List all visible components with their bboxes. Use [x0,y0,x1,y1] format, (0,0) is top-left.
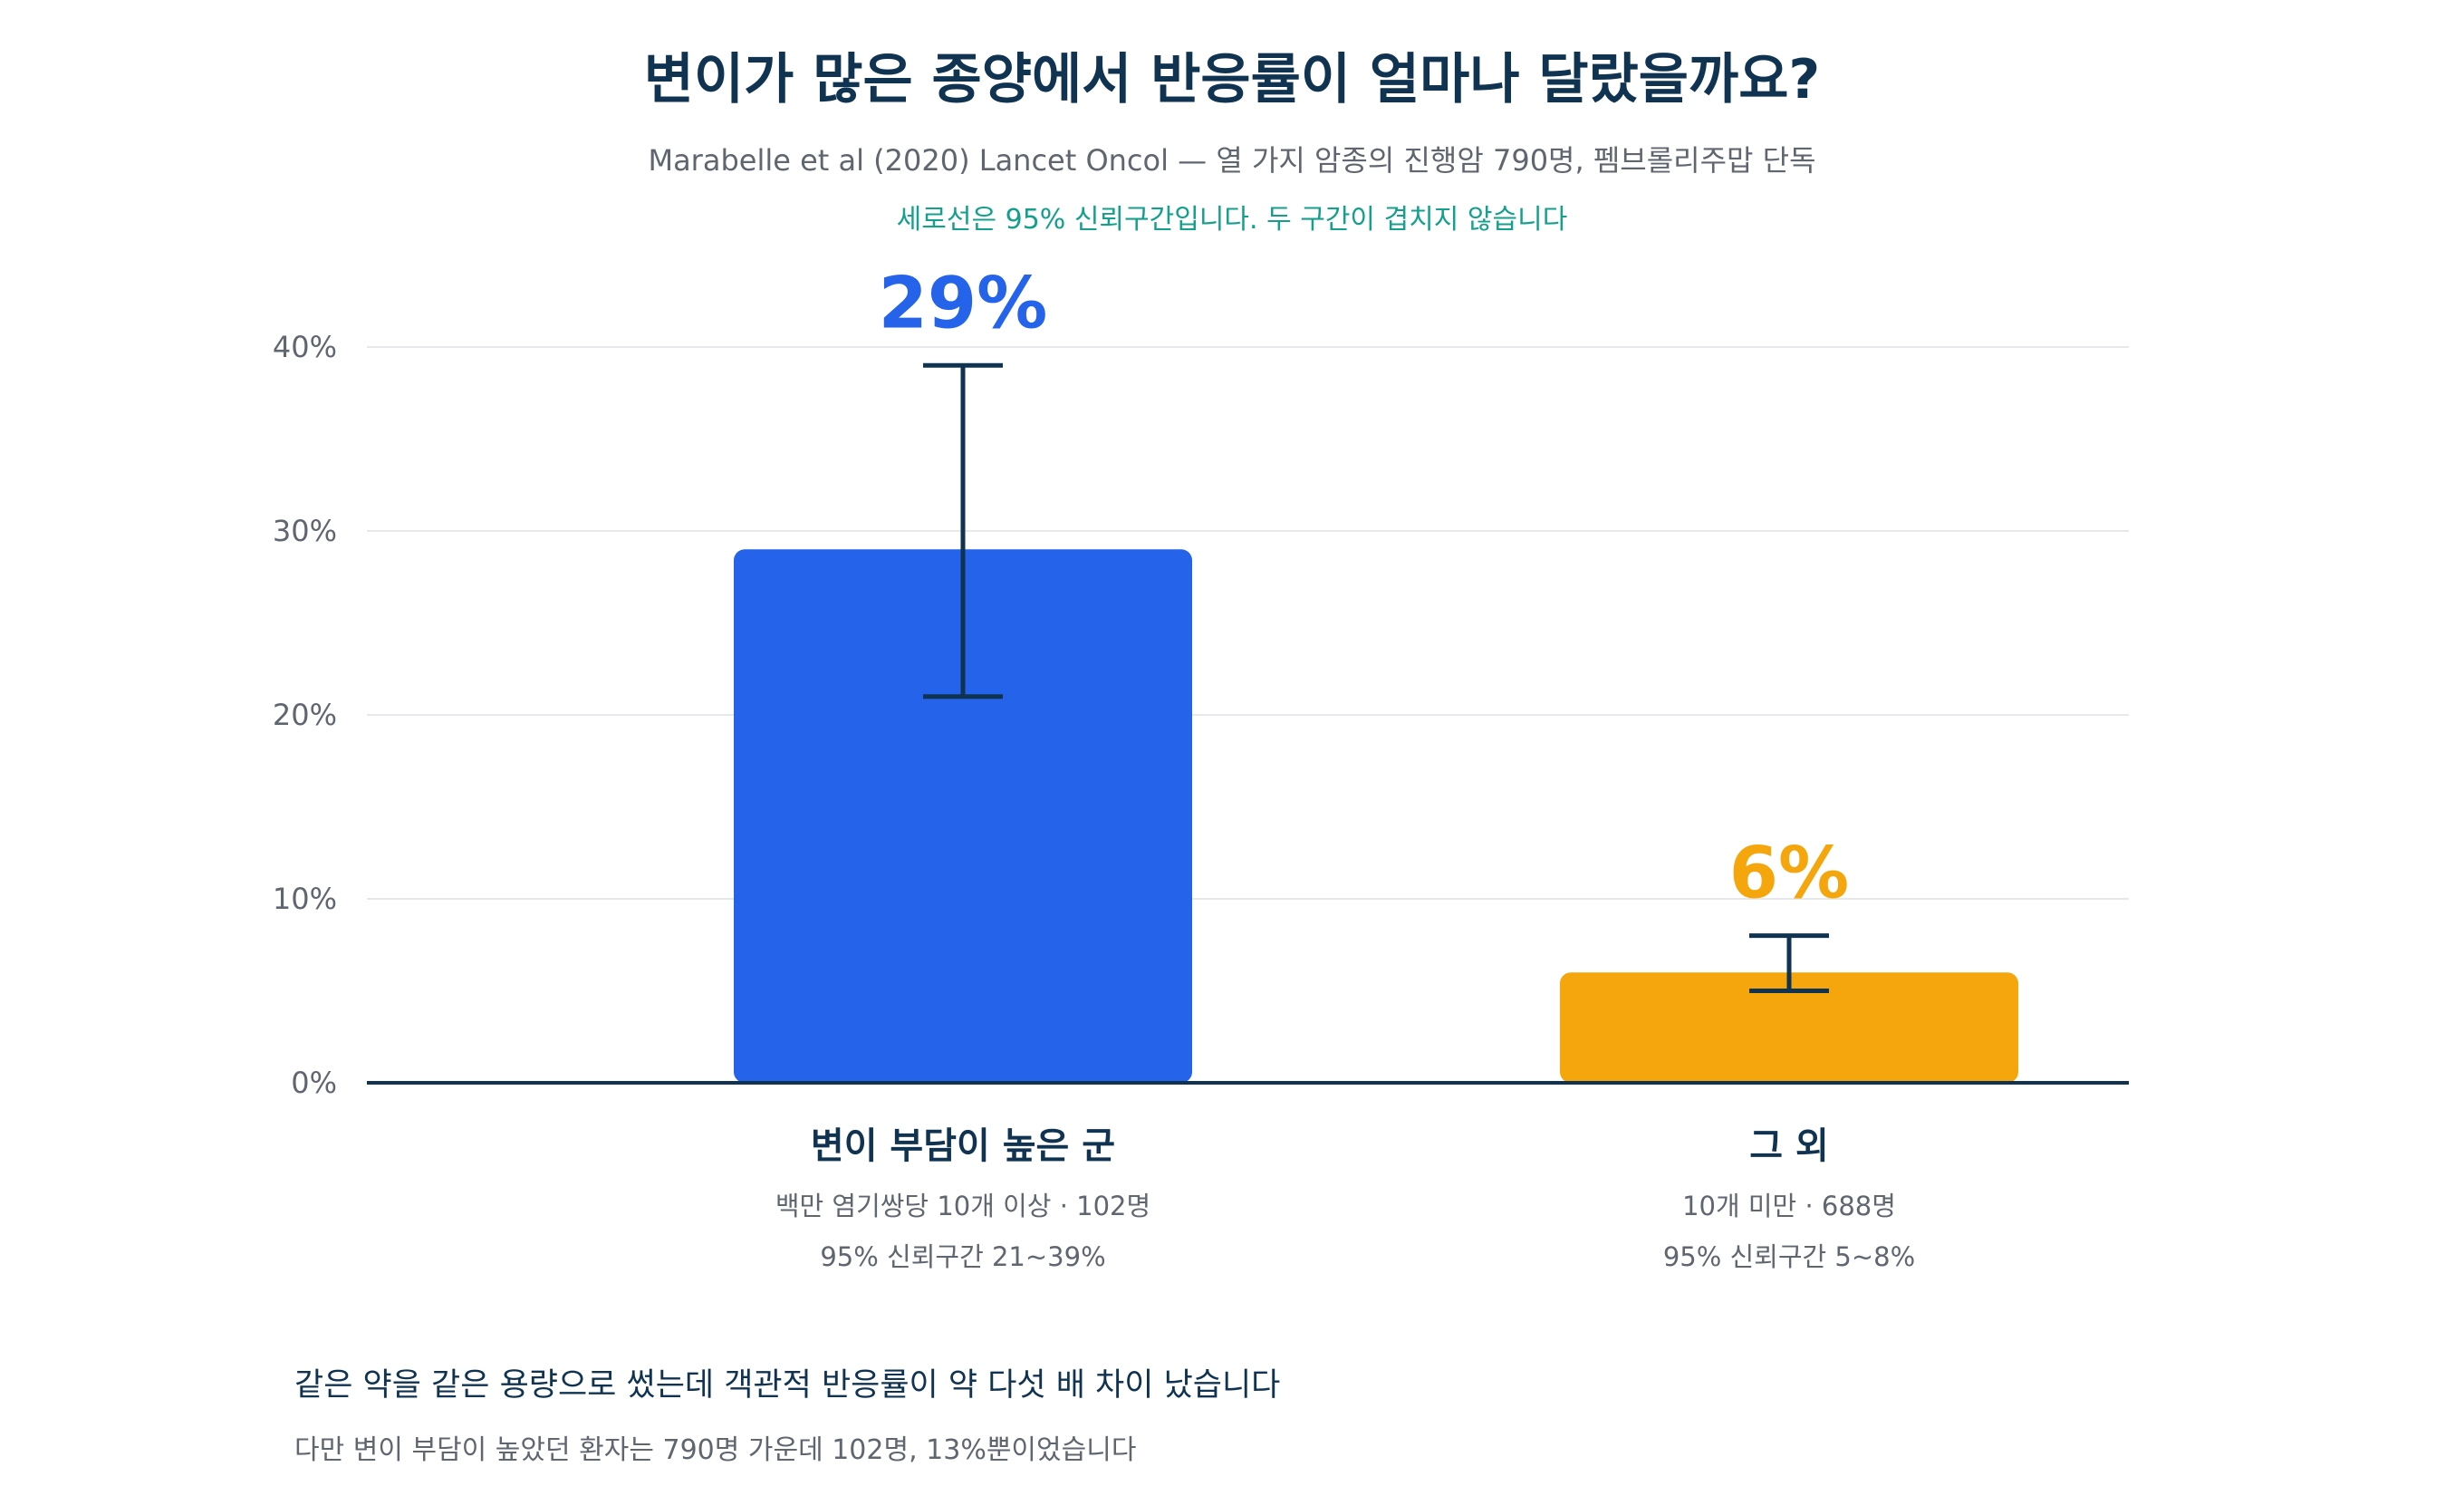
bars-layer [734,549,2018,1083]
data-label: 6% [1729,834,1849,915]
category-detail: 백만 염기쌍당 10개 이상 · 102명 [775,1191,1150,1221]
data-label: 29% [879,263,1048,344]
footer-sub-text: 다만 변이 부담이 높았던 환자는 790명 가운데 102명, 13%뿐이었습… [294,1434,1136,1466]
chart-note: 세로선은 95% 신뢰구간입니다. 두 구간이 겹치지 않습니다 [897,204,1568,236]
category-label: 변이 부담이 높은 군 [811,1125,1115,1167]
footer-main-text: 같은 약을 같은 용량으로 썼는데 객관적 반응률이 약 다섯 배 차이 났습니… [294,1367,1280,1404]
y-tick-label: 0% [291,1066,337,1100]
grid-layer: 0% 10% 20% 30% 40% [273,330,2129,1100]
category-detail: 10개 미만 · 688명 [1682,1191,1896,1221]
y-tick-label: 10% [273,882,337,916]
bar [1560,972,2018,1083]
error-bar [1749,933,1829,993]
labels-layer: 29% 6% 변이 부담이 높은 군백만 염기쌍당 10개 이상 · 102명 95%… [775,263,1915,1272]
bar [734,549,1192,1083]
category-detail: 95% 신뢰구간 21~39% [820,1241,1105,1272]
y-tick-label: 40% [273,330,337,364]
error-bar [923,362,1003,700]
y-tick-label: 20% [273,698,337,732]
chart-title: 변이가 많은 종양에서 반응률이 얼마나 달랐을까요? [644,48,1820,111]
errorbar-layer [923,362,1829,993]
category-detail: 95% 신뢰구간 5~8% [1663,1241,1915,1272]
category-label: 그 외 [1749,1125,1829,1167]
chart-subtitle: Marabelle et al (2020) Lancet Oncol — 열 … [648,143,1815,178]
y-tick-label: 30% [273,514,337,548]
